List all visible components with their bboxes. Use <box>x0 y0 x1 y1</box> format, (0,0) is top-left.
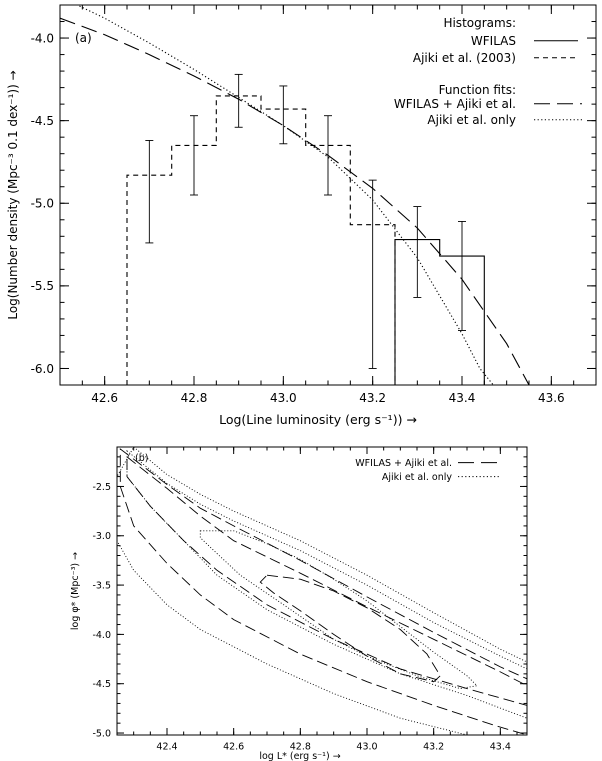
legend-entry-combined-fit: WFILAS + Ajiki et al. <box>394 97 516 111</box>
ajiki-only-contour-3 <box>117 447 527 735</box>
x-tick-label: 43.4 <box>490 742 511 753</box>
panel-a: 42.6 42.8 43.0 43.2 43.4 43.6 -6.0 -5.5 -5.0 -4.5… <box>6 4 597 427</box>
x-tick-label: 43.2 <box>423 742 444 753</box>
y-tick-label: -5.5 <box>31 279 54 293</box>
ajiki-only-contour-1 <box>199 530 478 690</box>
plot-area <box>117 447 527 735</box>
y-tick-label: -4.0 <box>92 630 111 641</box>
legend-entry-wfilas: WFILAS <box>471 34 516 48</box>
legend-entry-ajiki-only: Ajiki et al. only <box>382 472 453 483</box>
x-tick-label: 42.6 <box>91 391 118 405</box>
x-tick-label: 42.8 <box>181 391 208 405</box>
x-tick-label: 43.4 <box>449 391 476 405</box>
y-tick-label: -3.5 <box>92 581 111 592</box>
x-tick-label: 43.2 <box>359 391 386 405</box>
x-axis-title: Log(Line luminosity (erg s⁻¹)) → <box>219 412 417 427</box>
y-tick-label: -4.5 <box>92 679 111 690</box>
fit-curve-ajiki <box>75 5 494 385</box>
panel-b: 42.4 42.6 42.8 43.0 43.2 43.4 -5.0 -4.5 -4.0 -3.5… <box>70 446 528 761</box>
fit-curve-combined <box>60 17 530 385</box>
y-tick-label: -4.5 <box>31 114 54 128</box>
y-tick-label: -3.0 <box>92 531 111 542</box>
x-tick-label: 43.6 <box>538 391 565 405</box>
histogram-ajiki <box>126 95 396 385</box>
y-tick-label: -5.0 <box>31 197 54 211</box>
legend-header-histograms: Histograms: <box>443 16 516 30</box>
legend-entry-ajiki-fit: Ajiki et al. only <box>427 113 516 127</box>
combined-contour-2 <box>126 455 527 706</box>
ajiki-only-contour-2 <box>126 449 527 719</box>
plot-area <box>60 5 530 385</box>
combined-contour-3 <box>119 448 527 735</box>
x-axis-title: log L* (erg s⁻¹) → <box>259 751 340 761</box>
legend-header-fits: Function fits: <box>439 83 516 97</box>
panel-label: (b) <box>135 453 148 464</box>
combined-contour-1 <box>259 574 441 683</box>
x-tick-label: 42.8 <box>290 742 311 753</box>
y-tick-label: -4.0 <box>31 31 54 45</box>
histogram-wfilas <box>394 239 485 385</box>
y-axis-title: Log(Number density (Mpc⁻³ 0.1 dex⁻¹)) → <box>6 70 20 319</box>
plot-frame <box>116 446 528 736</box>
x-tick-label: 43.0 <box>356 742 377 753</box>
y-tick-label: -2.5 <box>92 482 111 493</box>
panel-label: (a) <box>75 31 92 45</box>
legend: WFILAS + Ajiki et al. Ajiki et al. only <box>355 458 500 483</box>
y-tick-label: -5.0 <box>92 728 111 739</box>
legend-entry-ajiki-2003: Ajiki et al. (2003) <box>413 51 516 65</box>
y-axis-title: log φ* (Mpc⁻³) → <box>70 552 81 630</box>
x-tick-label: 43.0 <box>270 391 297 405</box>
legend-entry-combined: WFILAS + Ajiki et al. <box>355 458 452 469</box>
legend: Histograms: WFILAS Ajiki et al. (2003) Func… <box>394 16 582 127</box>
x-tick-label: 42.4 <box>156 742 177 753</box>
y-tick-label: -6.0 <box>31 362 54 376</box>
x-tick-label: 42.6 <box>223 742 244 753</box>
